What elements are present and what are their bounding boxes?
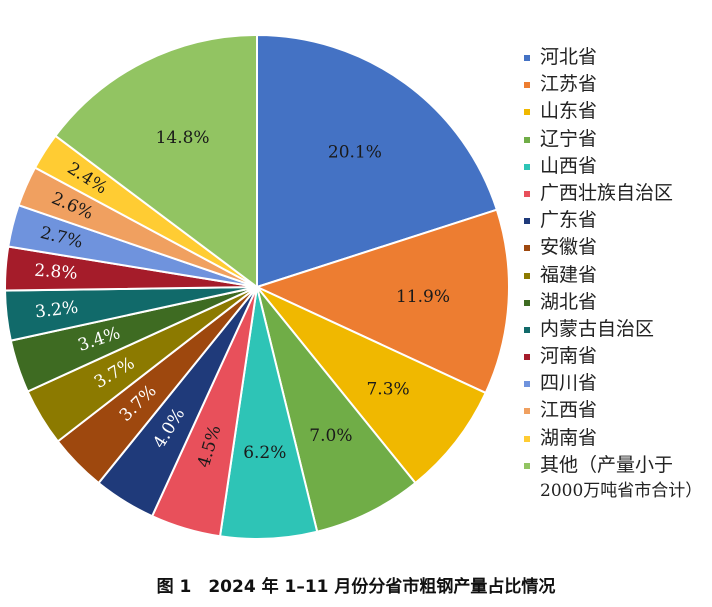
pie-data-label-1: 11.9% (396, 287, 450, 307)
pie-data-label-10: 3.2% (34, 298, 79, 323)
legend-label: 江西省 (540, 399, 598, 422)
legend-swatch (524, 354, 530, 361)
legend-item-10: 内蒙古自治区 (524, 316, 710, 343)
legend-label: 河南省 (540, 345, 598, 368)
legend-item-3: 辽宁省 (524, 126, 710, 153)
legend-item-9: 湖北省 (524, 289, 710, 316)
legend-swatch (524, 408, 530, 415)
legend-swatch (524, 55, 530, 61)
legend-item-12: 四川省 (524, 370, 710, 397)
legend-swatch (524, 245, 530, 252)
pie-data-label-4: 6.2% (243, 443, 286, 463)
pie-slice-15 (54, 33, 258, 290)
pie-slice-3 (256, 286, 417, 533)
legend-label: 山西省 (540, 154, 598, 177)
legend-item-15: 其他（产量小于 2000万吨省市合计） (524, 452, 710, 504)
legend-item-6: 广东省 (524, 207, 710, 234)
pie-slice-1 (254, 208, 510, 395)
legend-swatch (524, 462, 530, 469)
legend-swatch (524, 82, 530, 89)
pie-data-label-0: 20.1% (328, 143, 382, 163)
legend-item-13: 江西省 (524, 397, 710, 424)
legend-label: 四川省 (540, 372, 598, 395)
legend-item-0: 河北省 (524, 44, 710, 71)
legend-item-7: 安徽省 (524, 234, 710, 261)
legend-swatch (524, 136, 530, 143)
legend-label: 福建省 (540, 263, 598, 286)
legend-item-2: 山东省 (524, 98, 710, 125)
legend-swatch (524, 381, 530, 388)
pie-slice-0 (256, 33, 499, 289)
pie-data-label-15: 14.8% (156, 128, 210, 148)
legend-label: 江苏省 (540, 73, 598, 96)
legend-item-5: 广西壮族自治区 (524, 180, 710, 207)
pie-slice-2 (256, 286, 487, 485)
chart-legend: 河北省江苏省山东省辽宁省山西省广西壮族自治区 广东省安徽省福建省湖北省内蒙古自治区… (524, 44, 710, 504)
legend-swatch (524, 163, 530, 170)
legend-label: 河北省 (540, 46, 598, 68)
pie-data-label-11: 2.8% (34, 261, 79, 284)
legend-label: 湖北省 (540, 290, 598, 313)
legend-item-4: 山西省 (524, 153, 710, 180)
pie-data-label-3: 7.0% (309, 426, 352, 446)
legend-swatch (524, 326, 530, 333)
figure-caption: 图 1 2024 年 1–11 月份分省市粗钢产量占比情况 (156, 577, 556, 597)
legend-item-14: 湖南省 (524, 425, 710, 452)
legend-item-1: 江苏省 (524, 71, 710, 98)
legend-swatch (524, 435, 530, 442)
legend-item-8: 福建省 (524, 262, 710, 289)
legend-swatch (524, 218, 530, 225)
legend-swatch (524, 190, 530, 197)
pie-data-label-2: 7.3% (366, 379, 409, 399)
legend-label-line2: 2000万吨省市合计） (540, 480, 703, 501)
legend-label: 辽宁省 (540, 127, 598, 150)
legend-item-11: 河南省 (524, 343, 710, 370)
legend-label: 安徽省 (540, 236, 598, 259)
legend-label: 山东省 (540, 100, 598, 123)
legend-label: 广西壮族自治区 (540, 181, 674, 204)
legend-label: 其他（产量小于 (540, 453, 674, 476)
legend-label: 湖南省 (540, 426, 598, 449)
legend-swatch (524, 272, 530, 279)
legend-label: 广东省 (540, 209, 598, 232)
legend-swatch (524, 299, 530, 306)
pie-chart: 20.1%11.9%7.3%7.0%6.2%4.5%4.0%3.7%3.7%3.… (4, 33, 510, 540)
legend-label: 内蒙古自治区 (540, 317, 655, 340)
legend-swatch (524, 109, 530, 116)
